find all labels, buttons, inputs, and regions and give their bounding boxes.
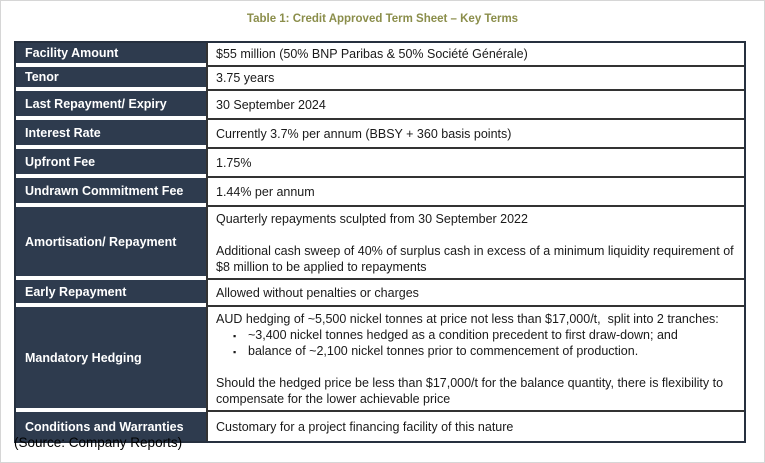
row-value: $55 million (50% BNP Paribas & 50% Socié… <box>206 43 744 67</box>
bullet-item: balance of ~2,100 nickel tonnes prior to… <box>233 343 736 360</box>
source-note: (Source: Company Reports) <box>14 435 183 450</box>
row-label: Early Repayment <box>16 280 206 307</box>
table-row: Upfront Fee 1.75% <box>16 149 744 178</box>
bullet-item: ~3,400 nickel tonnes hedged as a conditi… <box>233 327 736 344</box>
bullet-list: ~3,400 nickel tonnes hedged as a conditi… <box>216 327 736 360</box>
row-label: Tenor <box>16 67 206 91</box>
table-title: Table 1: Credit Approved Term Sheet – Ke… <box>246 13 519 25</box>
value-paragraph: Should the hedged price be less than $17… <box>216 376 727 406</box>
row-label: Last Repayment/ Expiry <box>16 91 206 120</box>
row-label: Upfront Fee <box>16 149 206 178</box>
row-value: 3.75 years <box>206 67 744 91</box>
table-row: Facility Amount $55 million (50% BNP Par… <box>16 43 744 67</box>
table-row: Early Repayment Allowed without penaltie… <box>16 280 744 307</box>
row-value: 1.44% per annum <box>206 178 744 207</box>
row-value: AUD hedging of ~5,500 nickel tonnes at p… <box>206 307 744 412</box>
value-paragraph: Quarterly repayments sculpted from 30 Se… <box>216 212 528 226</box>
value-paragraph: Additional cash sweep of 40% of surplus … <box>216 244 738 274</box>
row-value: Customary for a project financing facili… <box>206 412 744 441</box>
row-value: Currently 3.7% per annum (BBSY + 360 bas… <box>206 120 744 149</box>
term-sheet-table: Facility Amount $55 million (50% BNP Par… <box>14 41 746 443</box>
table-row: Last Repayment/ Expiry 30 September 2024 <box>16 91 744 120</box>
row-label: Undrawn Commitment Fee <box>16 178 206 207</box>
row-value: Allowed without penalties or charges <box>206 280 744 307</box>
table-row: Interest Rate Currently 3.7% per annum (… <box>16 120 744 149</box>
table-row: Conditions and Warranties Customary for … <box>16 412 744 441</box>
table-row: Tenor 3.75 years <box>16 67 744 91</box>
row-label: Mandatory Hedging <box>16 307 206 412</box>
row-label: Conditions and Warranties <box>16 412 206 441</box>
row-value: 1.75% <box>206 149 744 178</box>
row-label: Facility Amount <box>16 43 206 67</box>
row-label: Interest Rate <box>16 120 206 149</box>
table-row: Mandatory Hedging AUD hedging of ~5,500 … <box>16 307 744 412</box>
row-value: Quarterly repayments sculpted from 30 Se… <box>206 207 744 280</box>
table-row: Undrawn Commitment Fee 1.44% per annum <box>16 178 744 207</box>
table-row: Amortisation/ Repayment Quarterly repaym… <box>16 207 744 280</box>
row-value: 30 September 2024 <box>206 91 744 120</box>
row-label: Amortisation/ Repayment <box>16 207 206 280</box>
value-paragraph: AUD hedging of ~5,500 nickel tonnes at p… <box>216 312 719 326</box>
